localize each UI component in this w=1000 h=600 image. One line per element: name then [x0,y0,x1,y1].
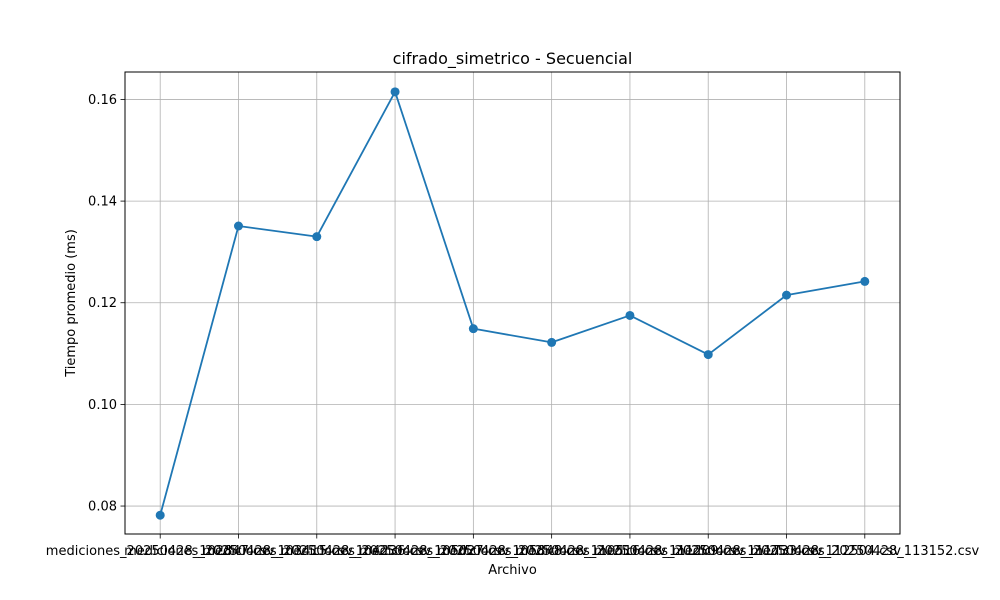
y-axis-label: Tiempo promedio (ms) [64,229,79,378]
series-line [159,90,865,516]
x-axis-label: Archivo [488,563,537,578]
data-point-marker [547,337,557,347]
x-tick-label: mediciones_20250428_112504.csv [672,544,901,559]
y-tick-label: 0.10 [88,398,117,413]
data-point-marker [625,310,635,320]
data-point-marker [233,221,243,231]
y-tick-label: 0.08 [88,500,117,515]
data-point-marker [860,276,870,286]
x-tick-label: mediciones_20250428_102847.csv [46,544,275,559]
chart-title: cifrado_simetrico - Secuencial [393,49,633,69]
y-tick-label: 0.16 [88,93,117,108]
data-point-marker [468,324,478,334]
data-point-marker [155,510,165,520]
x-tick-label: mediciones_20250428_104236.csv [202,544,431,559]
data-point-marker [312,232,322,242]
x-tick-label: mediciones_20250428_103415.csv [124,544,353,559]
x-tick-label: mediciones_20250428_105027.csv [281,544,510,559]
grid [125,72,900,534]
data-point-marker [703,350,713,360]
x-tick-label: mediciones_20250428_110516.csv [437,544,666,559]
x-tick-label: mediciones_20250428_105848.csv [359,544,588,559]
axis-ticks: mediciones_20250428_102847.csvmediciones… [46,93,980,559]
data-point-marker [390,87,400,97]
plot-frame [124,71,901,535]
data-series [155,87,870,520]
y-tick-label: 0.12 [88,296,117,311]
x-tick-label: mediciones_20250428_111209.csv [516,544,745,559]
x-tick-label: mediciones_20250428_113152.csv [750,544,979,559]
data-point-marker [782,290,792,300]
y-tick-label: 0.14 [88,195,117,210]
x-tick-label: mediciones_20250428_111733.csv [594,544,823,559]
